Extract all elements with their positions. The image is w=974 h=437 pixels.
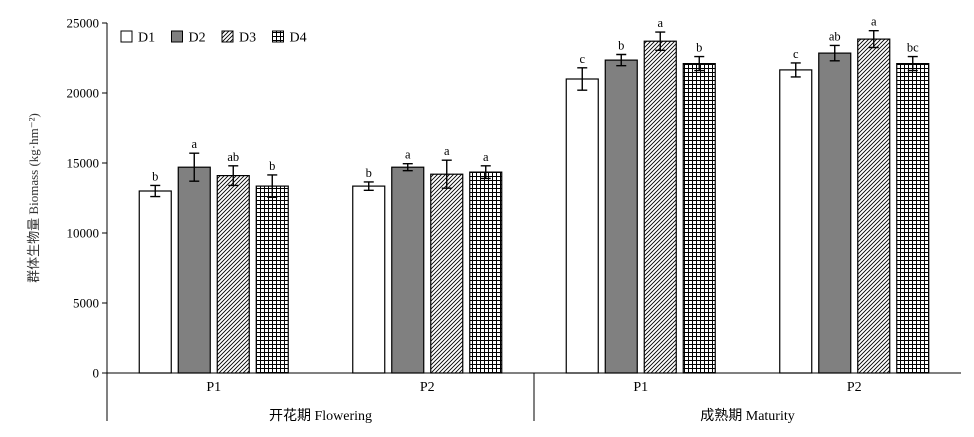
significance-letter: bc <box>907 41 919 55</box>
error-bar-d3-2 <box>441 159 452 189</box>
bar-d1-3 <box>565 78 599 374</box>
bar-d1-4 <box>779 69 813 374</box>
error-bar-d1-3 <box>577 67 588 91</box>
error-bar-d2-1 <box>189 152 200 182</box>
error-bar-d1-2 <box>363 181 374 191</box>
error-bar-d4-3 <box>694 55 705 72</box>
bar-d4-2 <box>469 171 503 374</box>
legend-swatch-d3 <box>221 30 234 43</box>
significance-letter: a <box>191 137 197 151</box>
error-bar-d2-4 <box>829 44 840 62</box>
y-tick-label: 20000 <box>67 86 100 101</box>
bar-d2-1 <box>177 166 211 374</box>
error-bar-d3-1 <box>228 165 239 187</box>
bar-d2-2 <box>391 166 425 374</box>
bar-d1-1 <box>138 190 172 374</box>
significance-letter: a <box>405 148 411 162</box>
significance-letter: a <box>871 15 877 29</box>
legend-label: D2 <box>189 31 206 46</box>
y-tick-label: 10000 <box>67 226 100 241</box>
y-tick-label: 15000 <box>67 156 100 171</box>
error-bar-d4-1 <box>267 174 278 198</box>
x-category-label: P1 <box>633 380 648 395</box>
bar-d3-4 <box>857 38 891 374</box>
y-tick-label: 5000 <box>73 296 99 311</box>
significance-letter: a <box>657 16 663 30</box>
error-bar-d4-2 <box>480 165 491 180</box>
bar-d3-2 <box>430 173 464 374</box>
bar-d4-1 <box>255 185 289 374</box>
error-bar-d2-2 <box>402 163 413 172</box>
legend-swatch-d2 <box>171 30 183 43</box>
error-bar-d3-3 <box>655 31 666 51</box>
y-tick-label: 0 <box>93 366 100 381</box>
x-category-label: P1 <box>206 380 221 395</box>
bar-d2-4 <box>818 52 852 374</box>
significance-letter: b <box>152 169 158 183</box>
significance-letter: b <box>366 166 372 180</box>
error-bar-d1-1 <box>150 184 161 198</box>
bar-d2-3 <box>604 59 638 374</box>
bar-d3-3 <box>643 40 677 374</box>
significance-letter: b <box>618 39 624 53</box>
error-bar-d4-4 <box>907 55 918 72</box>
legend-swatch-d1 <box>120 30 133 43</box>
x-group-label: 成熟期 Maturity <box>700 408 795 424</box>
significance-letter: b <box>269 159 275 173</box>
significance-letter: a <box>483 150 489 164</box>
error-bar-d2-3 <box>616 53 627 67</box>
significance-letter: a <box>444 144 450 158</box>
bar-d1-2 <box>352 185 386 374</box>
x-category-label: P2 <box>847 380 862 395</box>
significance-letter: ab <box>227 150 239 164</box>
x-group-label: 开花期 Flowering <box>269 408 372 424</box>
error-bar-d3-4 <box>868 30 879 49</box>
legend-label: D4 <box>290 31 307 46</box>
legend: D1 D2 D3 D4 <box>120 30 307 46</box>
legend-label: D1 <box>138 31 155 46</box>
y-axis-title: 群体生物量 Biomass (kg·hm⁻²) <box>26 113 41 283</box>
bar-d4-3 <box>682 62 716 374</box>
significance-letter: b <box>696 41 702 55</box>
error-bar-d1-4 <box>790 62 801 78</box>
significance-letter: c <box>579 52 585 66</box>
significance-letter: ab <box>829 29 841 43</box>
legend-swatch-d4 <box>272 30 284 43</box>
legend-label: D3 <box>239 31 256 46</box>
significance-letter: c <box>793 47 799 61</box>
bar-d3-1 <box>216 175 250 374</box>
bar-d4-4 <box>896 62 930 374</box>
y-tick-label: 25000 <box>67 16 100 31</box>
x-category-label: P2 <box>420 380 435 395</box>
